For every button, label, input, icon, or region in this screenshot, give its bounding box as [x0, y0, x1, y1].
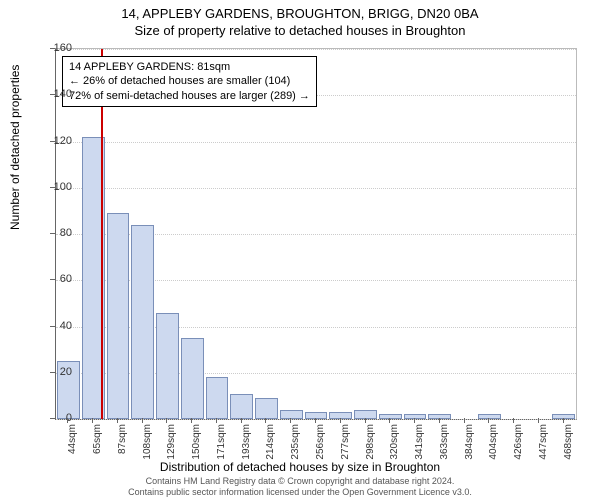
x-tick-label: 235sqm [290, 424, 301, 460]
x-tick-mark [191, 418, 192, 423]
x-tick-mark [265, 418, 266, 423]
x-tick-mark [241, 418, 242, 423]
x-tick-mark [216, 418, 217, 423]
x-tick-mark [488, 418, 489, 423]
histogram-bar [107, 213, 130, 419]
x-tick-mark [340, 418, 341, 423]
x-tick-label: 193sqm [241, 424, 252, 460]
x-tick-label: 87sqm [117, 424, 128, 454]
histogram-bar [131, 225, 154, 419]
annotation-line-1: 14 APPLEBY GARDENS: 81sqm [69, 60, 310, 74]
x-tick-mark [563, 418, 564, 423]
y-tick-mark [50, 372, 55, 373]
x-tick-mark [290, 418, 291, 423]
x-tick-label: 65sqm [92, 424, 103, 454]
x-tick-label: 150sqm [191, 424, 202, 460]
x-tick-label: 214sqm [265, 424, 276, 460]
y-tick-mark [50, 326, 55, 327]
y-axis-label: Number of detached properties [8, 65, 22, 230]
histogram-bar [181, 338, 204, 419]
x-tick-mark [464, 418, 465, 423]
footer-line-1: Contains HM Land Registry data © Crown c… [0, 476, 600, 487]
x-axis-label: Distribution of detached houses by size … [0, 460, 600, 474]
histogram-bar [230, 394, 253, 419]
chart-subtitle: Size of property relative to detached ho… [0, 21, 600, 38]
histogram-bar [206, 377, 229, 419]
gridline [56, 142, 576, 143]
x-tick-mark [513, 418, 514, 423]
x-tick-label: 129sqm [166, 424, 177, 460]
annotation-line-3: 72% of semi-detached houses are larger (… [69, 89, 310, 103]
x-tick-label: 320sqm [389, 424, 400, 460]
footer-attribution: Contains HM Land Registry data © Crown c… [0, 476, 600, 498]
y-tick-mark [50, 418, 55, 419]
histogram-bar [156, 313, 179, 419]
x-tick-mark [365, 418, 366, 423]
x-tick-label: 171sqm [216, 424, 227, 460]
x-tick-label: 384sqm [464, 424, 475, 460]
y-tick-mark [50, 233, 55, 234]
y-tick-mark [50, 94, 55, 95]
gridline [56, 419, 576, 420]
x-tick-mark [67, 418, 68, 423]
x-tick-label: 363sqm [439, 424, 450, 460]
footer-line-2: Contains public sector information licen… [0, 487, 600, 498]
x-tick-mark [166, 418, 167, 423]
x-tick-mark [439, 418, 440, 423]
gridline [56, 188, 576, 189]
x-tick-label: 426sqm [513, 424, 524, 460]
x-tick-label: 404sqm [488, 424, 499, 460]
x-tick-mark [538, 418, 539, 423]
x-tick-label: 468sqm [563, 424, 574, 460]
y-tick-mark [50, 141, 55, 142]
histogram-bar [255, 398, 278, 419]
x-tick-label: 108sqm [142, 424, 153, 460]
x-tick-mark [92, 418, 93, 423]
y-tick-mark [50, 48, 55, 49]
chart-title: 14, APPLEBY GARDENS, BROUGHTON, BRIGG, D… [0, 0, 600, 21]
property-size-chart: 14, APPLEBY GARDENS, BROUGHTON, BRIGG, D… [0, 0, 600, 500]
x-tick-label: 44sqm [67, 424, 78, 454]
annotation-box: 14 APPLEBY GARDENS: 81sqm ← 26% of detac… [62, 56, 317, 107]
x-tick-mark [414, 418, 415, 423]
x-tick-mark [142, 418, 143, 423]
y-tick-mark [50, 187, 55, 188]
x-tick-label: 277sqm [340, 424, 351, 460]
x-tick-label: 256sqm [315, 424, 326, 460]
x-tick-mark [117, 418, 118, 423]
annotation-line-2: ← 26% of detached houses are smaller (10… [69, 74, 310, 88]
x-tick-label: 341sqm [414, 424, 425, 460]
x-tick-label: 447sqm [538, 424, 549, 460]
x-tick-label: 298sqm [365, 424, 376, 460]
x-tick-mark [389, 418, 390, 423]
x-tick-mark [315, 418, 316, 423]
y-tick-mark [50, 279, 55, 280]
gridline [56, 49, 576, 50]
